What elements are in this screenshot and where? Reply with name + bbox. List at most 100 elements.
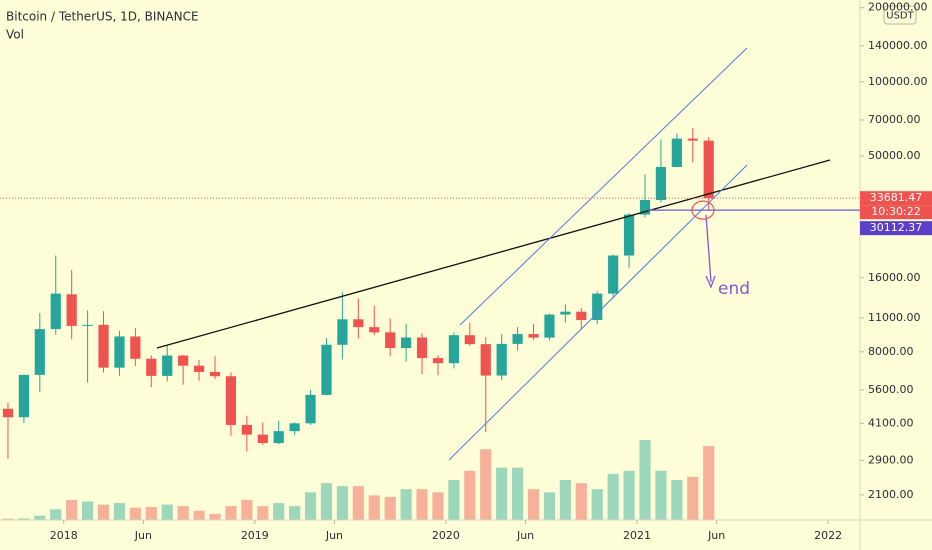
candle-body xyxy=(687,138,698,141)
candle-body xyxy=(703,140,714,199)
volume-bar xyxy=(703,446,715,520)
level-label: 30112.37 xyxy=(870,221,923,234)
y-tick-label: 70000.00 xyxy=(868,113,921,126)
volume-bar xyxy=(575,483,587,520)
candle-body xyxy=(178,355,189,366)
candle-body xyxy=(480,344,491,376)
volume-bar xyxy=(400,489,412,520)
candle-body xyxy=(241,424,252,435)
candle-body xyxy=(385,332,396,349)
last-price-box xyxy=(860,191,932,206)
trend-line xyxy=(156,159,831,349)
volume-bar xyxy=(607,473,619,520)
candle-body xyxy=(321,344,332,395)
candle-body xyxy=(98,324,109,368)
volume-bar xyxy=(687,476,699,520)
candle-body xyxy=(209,371,221,377)
volume-bar xyxy=(448,480,460,520)
candle-body xyxy=(592,293,603,320)
volume-bar xyxy=(320,483,333,520)
y-tick-label: 4100.00 xyxy=(868,416,914,429)
currency[interactable]: USDT xyxy=(886,11,914,22)
candle-body xyxy=(273,431,284,444)
volume-bar xyxy=(161,504,173,520)
candle-body xyxy=(401,337,412,349)
candle-body xyxy=(512,334,523,344)
arrow-line xyxy=(705,214,712,283)
candle-body xyxy=(544,314,555,338)
volume-bar xyxy=(145,507,157,520)
volume-bar xyxy=(34,515,46,520)
volume-bar xyxy=(304,492,317,520)
volume-bar xyxy=(352,486,364,520)
volume-bar xyxy=(671,480,683,520)
candle-body xyxy=(34,329,45,375)
candle-body xyxy=(496,343,507,376)
candle-body xyxy=(146,358,157,376)
volume-bar xyxy=(336,486,348,520)
x-tick-label: Jun xyxy=(516,529,534,542)
x-tick-label: 2020 xyxy=(432,529,460,542)
candle-body xyxy=(66,294,77,326)
volume-bar xyxy=(113,503,126,520)
candle-body xyxy=(639,200,651,215)
candle-body xyxy=(82,324,93,326)
volume-bar xyxy=(193,510,205,520)
volume-bar xyxy=(623,470,635,520)
candle-body xyxy=(369,327,380,333)
chart-title: Bitcoin / TetherUS, 1D, BINANCE xyxy=(6,10,199,24)
candle-body xyxy=(671,138,682,167)
volume-bar xyxy=(655,470,667,520)
volume-bar xyxy=(66,500,78,520)
candle-body xyxy=(225,376,237,425)
candle-body xyxy=(560,311,571,315)
volume-bar xyxy=(273,503,285,520)
y-tick-label: 8000.00 xyxy=(868,345,914,358)
volume-bar xyxy=(639,440,651,520)
annotation: end xyxy=(718,279,750,299)
countdown-box xyxy=(860,205,932,220)
candle-body xyxy=(448,335,459,364)
x-tick-label: 2018 xyxy=(50,529,78,542)
candle-body xyxy=(623,214,635,256)
y-tick-label: 2900.00 xyxy=(868,453,914,466)
candle-body xyxy=(257,434,268,444)
x-tick-label: 2021 xyxy=(623,529,651,542)
y-tick-label: 2100.00 xyxy=(868,488,914,501)
volume-bar xyxy=(384,496,396,520)
volume-bar xyxy=(129,507,141,520)
x-tick-label: Jun xyxy=(707,529,725,542)
x-tick-label: Jun xyxy=(134,529,152,542)
candle-body xyxy=(576,311,587,320)
candle-body xyxy=(114,336,125,368)
y-tick-label: 100000.00 xyxy=(868,75,928,88)
currency-box[interactable] xyxy=(883,5,917,25)
y-tick-label: 16000.00 xyxy=(868,271,921,284)
y-tick-label: 11000.00 xyxy=(868,311,921,324)
y-tick-label: 50000.00 xyxy=(868,149,921,162)
volume-bar xyxy=(480,449,492,520)
y-tick-label: 140000.00 xyxy=(868,39,928,52)
volume-bar xyxy=(82,501,94,520)
x-tick-label: Jun xyxy=(325,529,343,542)
volume-bar xyxy=(225,506,237,520)
candle-body xyxy=(416,337,428,359)
volume-bar xyxy=(512,467,524,520)
countdown: 10:30:22 xyxy=(871,205,920,218)
volume-bar xyxy=(50,509,62,520)
volume-bar xyxy=(432,492,444,520)
candle-body xyxy=(162,355,173,376)
volume-bar xyxy=(209,513,221,520)
y-tick-label: 200000.00 xyxy=(868,1,928,14)
volume-bar xyxy=(559,480,571,520)
volume-label: Vol xyxy=(6,28,24,42)
channel-lower xyxy=(448,164,748,461)
volume-bar xyxy=(416,489,428,520)
volume-bar xyxy=(241,500,253,520)
candle-body xyxy=(353,319,364,328)
candle-body xyxy=(608,255,619,294)
last-price-label: 33681.47 xyxy=(870,191,923,204)
y-tick-label: 5600.00 xyxy=(868,383,914,396)
candle-body xyxy=(337,319,348,345)
